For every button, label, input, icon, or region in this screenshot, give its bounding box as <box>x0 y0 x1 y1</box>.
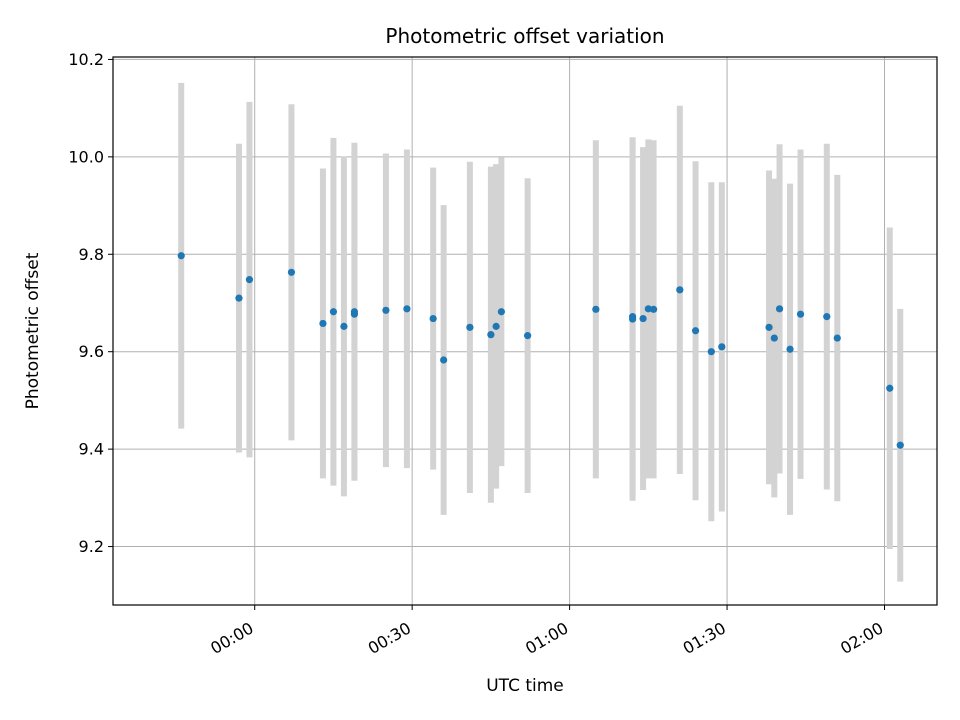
data-point <box>319 319 327 328</box>
data-point <box>775 305 784 313</box>
chart-title: Photometric offset variation <box>385 24 664 48</box>
y-tick-label: 9.2 <box>79 537 104 556</box>
data-point <box>487 331 495 339</box>
data-point <box>524 332 532 340</box>
y-tick-label: 9.4 <box>79 440 104 459</box>
y-axis-ticks: 9.2 9.4 9.6 9.8 10.0 10.2 <box>68 50 113 556</box>
x-axis-title: UTC time <box>486 676 564 696</box>
data-point <box>340 322 348 330</box>
data-point <box>823 313 831 321</box>
data-point <box>786 345 794 353</box>
data-point <box>592 305 600 313</box>
data-point <box>497 308 505 316</box>
y-tick-label: 10.2 <box>68 50 104 69</box>
data-point <box>718 343 726 351</box>
data-point <box>287 268 296 276</box>
data-point <box>245 276 254 284</box>
data-point <box>707 348 715 356</box>
data-point <box>235 294 243 302</box>
data-point <box>770 334 778 342</box>
data-point <box>691 327 700 335</box>
data-point <box>639 314 647 323</box>
data-point <box>177 252 185 260</box>
data-point <box>649 305 658 313</box>
data-point <box>644 305 652 313</box>
y-tick-label: 9.6 <box>79 342 104 361</box>
data-point <box>429 314 437 323</box>
data-point <box>896 441 904 449</box>
data-point <box>796 310 805 318</box>
data-point <box>628 313 637 321</box>
data-point <box>403 305 411 313</box>
data-points <box>177 252 904 449</box>
data-point <box>492 322 500 330</box>
data-point <box>382 306 390 314</box>
data-point <box>676 286 684 294</box>
y-tick-label: 9.8 <box>79 245 104 264</box>
plot-frame <box>112 56 938 606</box>
data-point <box>886 384 894 392</box>
data-point <box>350 308 359 316</box>
data-point <box>833 334 841 342</box>
data-point <box>329 308 338 316</box>
y-tick-label: 10.0 <box>68 147 104 166</box>
data-point <box>440 356 448 364</box>
y-axis-title: Photometric offset <box>23 252 43 409</box>
data-point <box>765 323 773 331</box>
data-point <box>466 323 474 331</box>
